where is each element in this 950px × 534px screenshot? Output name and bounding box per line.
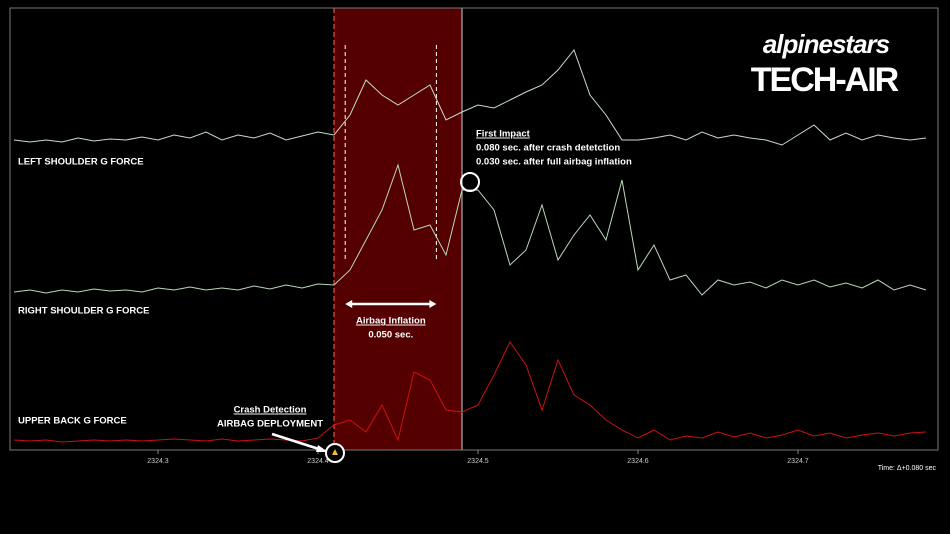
annotation-title: First Impact	[476, 129, 531, 140]
annotation-line: 0.050 sec.	[368, 330, 413, 341]
x-tick-label: 2324.4	[307, 458, 329, 465]
x-tick-label: 2324.7	[787, 458, 809, 465]
arrow-head	[316, 445, 328, 452]
highlight-region	[334, 8, 462, 450]
series-line	[13, 48, 927, 146]
series-line	[13, 341, 927, 443]
x-tick-label: 2324.6	[627, 458, 649, 465]
x-tick-label: 2324.3	[147, 458, 169, 465]
logo-brand: alpinestars	[763, 29, 890, 59]
crash-icon	[332, 449, 338, 455]
impact-marker	[460, 172, 480, 192]
series-label: UPPER BACK G FORCE	[18, 416, 127, 427]
annotation-line: AIRBAG DEPLOYMENT	[217, 419, 323, 430]
annotation-line: 0.030 sec. after full airbag inflation	[476, 157, 632, 168]
time-label: Time: Δ+0.080 sec	[878, 465, 937, 472]
annotation-line: 0.080 sec. after crash detetction	[476, 143, 620, 154]
crash-arrow	[271, 432, 323, 452]
series-label: RIGHT SHOULDER G FORCE	[18, 306, 149, 317]
x-tick-label: 2324.5	[467, 458, 489, 465]
plot-frame	[9, 7, 939, 451]
logo-product: TECH-AIR	[751, 61, 899, 99]
annotation-title: Airbag Inflation	[356, 316, 426, 327]
series-label: LEFT SHOULDER G FORCE	[18, 157, 144, 168]
annotation-title: Crash Detection	[234, 405, 307, 416]
